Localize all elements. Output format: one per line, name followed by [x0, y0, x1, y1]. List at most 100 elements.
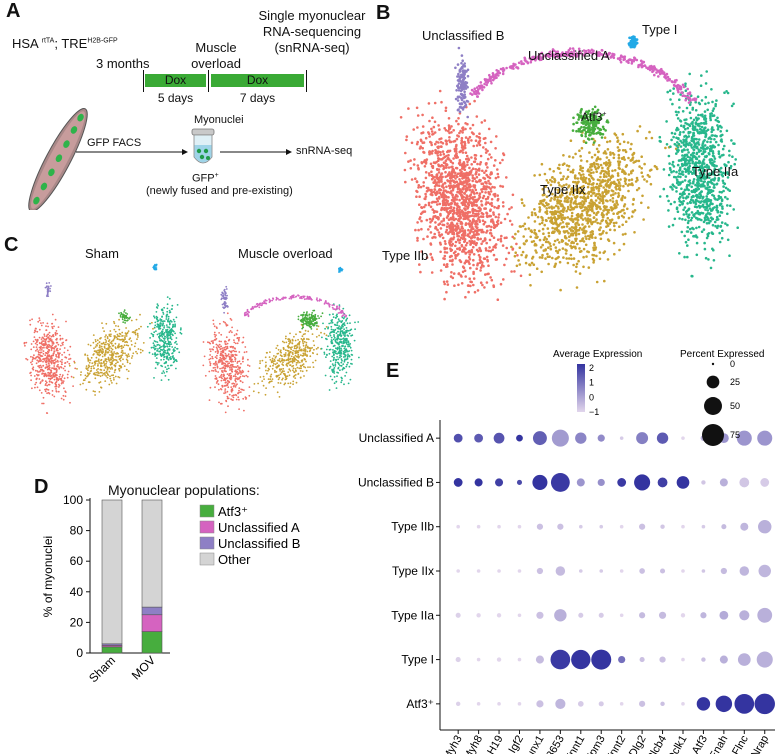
- overload-title: Muscle overload: [238, 246, 333, 261]
- dot-TypeIIa-H19: [496, 613, 502, 618]
- umap-sham-cluster-atf3: [118, 309, 131, 324]
- umap-main-cluster-uncA: [469, 47, 698, 104]
- dot-TypeIIa-Nrap: [757, 607, 773, 623]
- dot-col-label: H19: [485, 734, 505, 754]
- dot-TypeI-Gm28653: [550, 649, 571, 670]
- dot-col-label: Runx1: [520, 734, 546, 754]
- size-legend-title: Percent Expressed: [680, 349, 765, 360]
- dot-col-label: Flnc: [730, 733, 751, 754]
- dot-TypeIIb-Dlg2: [639, 523, 646, 530]
- dot-UnclassifiedB-Plcb4: [657, 477, 668, 488]
- umap-overload-cluster-typeIIa: [320, 303, 360, 391]
- umap-main-cluster-typeIIb: [399, 89, 523, 302]
- size-legend-tick: 25: [730, 377, 740, 387]
- bar-chart-title: Myonuclear populations:: [108, 482, 260, 498]
- dot-TypeIIb-Plcb4: [660, 524, 665, 529]
- dot-col-label: Igf2: [507, 734, 527, 754]
- dot-col-label: Atf3: [690, 734, 710, 754]
- dot-UnclassifiedA-Flnc: [736, 430, 752, 446]
- dot-UnclassifiedB-Runx1: [532, 474, 548, 490]
- bar-category-label: MOV: [129, 653, 158, 682]
- size-legend-tick: 0: [730, 359, 735, 369]
- dot-TypeIIb-Enah: [721, 524, 727, 530]
- size-legend-tick: 50: [730, 401, 740, 411]
- dot-TypeIIb-Myh3: [456, 524, 460, 529]
- panel-b-letter: B: [376, 2, 391, 24]
- dot-UnclassifiedB-Flnc: [739, 477, 750, 488]
- timeline-tick-mid: [208, 70, 209, 92]
- dot-UnclassifiedB-Atf3: [701, 480, 706, 485]
- gfp-sup: +: [214, 172, 219, 179]
- panel-c-letter: C: [4, 234, 19, 256]
- dot-row-label: Type IIb: [391, 520, 434, 534]
- genotype-sup-h2b: H2B-GFP: [87, 37, 118, 45]
- bar-segment-Sham-0: [101, 646, 123, 654]
- dot-UnclassifiedB-Dlg2: [634, 474, 651, 491]
- dot-Atf3-Tpm3: [598, 701, 604, 707]
- dot-col-label: Nrap: [749, 734, 771, 754]
- dot-Atf3-Tnnt2: [619, 702, 624, 706]
- panel-e-letter: E: [386, 360, 400, 382]
- dot-col-label: Myh3: [441, 734, 465, 754]
- dot-TypeIIx-H19: [497, 569, 501, 573]
- panel-a-letter: A: [6, 0, 21, 22]
- dot-TypeIIa-Flnc: [739, 610, 750, 621]
- dot-TypeIIx-Atf3: [701, 569, 706, 573]
- dot-TypeI-H19: [496, 657, 502, 662]
- dot-UnclassifiedB-Enah: [719, 478, 728, 487]
- dot-col-label: Dclk1: [665, 734, 689, 754]
- legend-swatch: [199, 504, 215, 518]
- bar-y-tick-label: 20: [70, 615, 84, 629]
- dot-UnclassifiedA-Plcb4: [656, 432, 669, 444]
- umap-main-cluster-typeI: [627, 35, 639, 49]
- bar-segment-MOV-1: [141, 614, 163, 632]
- dot-TypeI-Flnc: [737, 653, 751, 666]
- dot-TypeI-Dlg2: [639, 657, 645, 663]
- dot-UnclassifiedB-Dclk1: [676, 476, 690, 489]
- dot-UnclassifiedA-Tnnt2: [619, 436, 624, 440]
- dot-row-label: Atf3⁺: [406, 697, 434, 711]
- dot-col-label: Dlg2: [627, 734, 649, 754]
- dot-UnclassifiedA-Myh3: [453, 433, 463, 443]
- bar-segment-MOV-0: [141, 631, 163, 654]
- dot-Atf3-Plcb4: [660, 701, 665, 707]
- dot-row-label: Unclassified B: [358, 475, 434, 489]
- dot-TypeIIb-Igf2: [517, 524, 522, 529]
- dot-UnclassifiedA-Dlg2: [636, 432, 649, 445]
- dot-TypeI-Tnnt1: [571, 649, 591, 670]
- umap-sham-cluster-typeI: [152, 263, 158, 271]
- dot-UnclassifiedA-Tnnt1: [575, 432, 587, 444]
- dot-row-label: Type I: [401, 653, 434, 667]
- dot-UnclassifiedB-Gm28653: [550, 473, 570, 492]
- dot-UnclassifiedA-Tpm3: [597, 434, 605, 442]
- color-legend-title: Average Expression: [553, 349, 642, 360]
- dot-TypeIIx-Runx1: [536, 567, 544, 575]
- dot-plot: Unclassified A Unclassified B Type IIb Type…: [358, 349, 775, 754]
- dot-TypeIIx-Gm28653: [555, 566, 566, 576]
- umap-main-cluster-typeIIa: [658, 70, 739, 278]
- dot-UnclassifiedB-Myh8: [474, 478, 483, 487]
- dot-row-label: Type IIx: [392, 564, 434, 578]
- dot-TypeIIb-Tnnt2: [619, 524, 624, 529]
- dot-UnclassifiedA-Gm28653: [551, 429, 569, 447]
- sham-title: Sham: [85, 246, 119, 261]
- dot-Atf3-Myh3: [455, 701, 461, 707]
- bar-segment-MOV-2: [141, 606, 163, 616]
- umap-sham-cluster-typeIIx: [68, 313, 156, 396]
- dot-UnclassifiedA-Myh8: [474, 433, 484, 443]
- dot-TypeI-Igf2: [517, 657, 522, 662]
- dot-Atf3-Igf2: [517, 702, 522, 706]
- umap-overload-cluster-atf3: [297, 309, 324, 330]
- dot-TypeI-Enah: [719, 655, 728, 664]
- dot-TypeI-Myh3: [455, 657, 461, 663]
- dot-TypeI-Runx1: [535, 655, 544, 664]
- gfp-facs-label: GFP FACS: [87, 137, 142, 149]
- snrnaseq-step: Single myonuclear RNA-sequencing (snRNA-…: [258, 8, 366, 55]
- dot-TypeI-Tnnt2: [618, 655, 626, 664]
- dot-col-label: Myh8: [461, 734, 485, 754]
- dot-TypeIIa-Igf2: [517, 613, 522, 618]
- size-legend-tick: 75: [730, 430, 740, 440]
- dot-UnclassifiedB-Tnnt2: [617, 478, 627, 487]
- atf3-text: Atf3: [581, 110, 603, 124]
- umap-overload-cluster-typeIIb: [202, 312, 251, 414]
